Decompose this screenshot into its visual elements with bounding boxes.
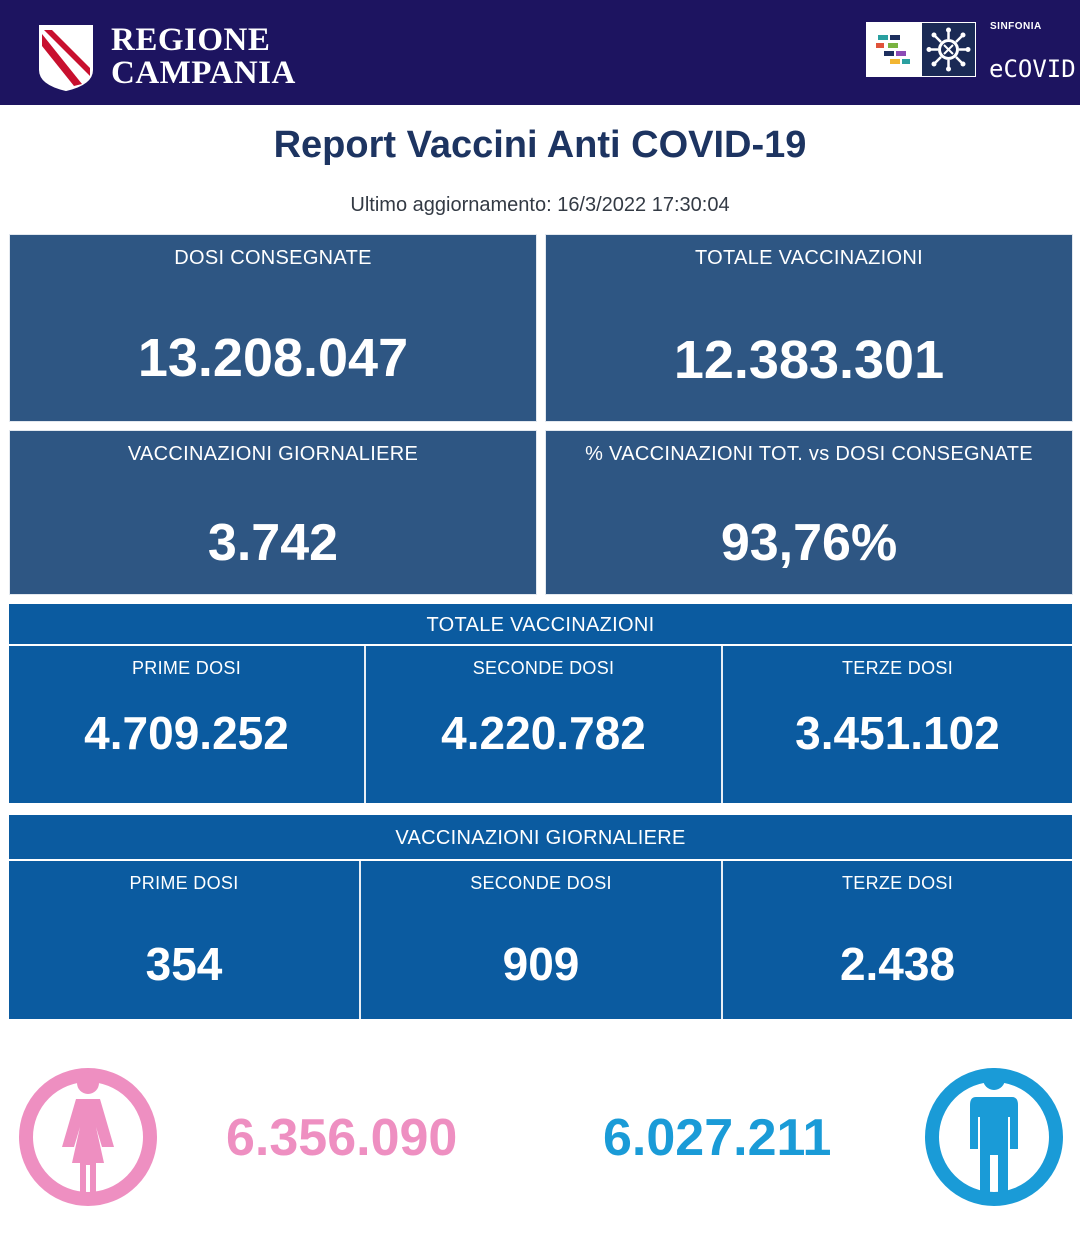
vaccinazioni-giornaliere-panel: VACCINAZIONI GIORNALIERE 3.742 (9, 430, 537, 595)
sinfonia-grid-icon (876, 35, 910, 64)
totale-section-header: TOTALE VACCINAZIONI (9, 604, 1072, 644)
giornaliere-seconde-dosi-value: 909 (502, 938, 580, 990)
virus-icon (922, 23, 975, 76)
giornaliere-terze-dosi-cell: TERZE DOSI 2.438 (723, 861, 1072, 1019)
female-person-icon (19, 1068, 157, 1206)
brand-line-2: CAMPANIA (111, 55, 296, 91)
ecovid-logo (866, 22, 976, 77)
brand-name: REGIONE CAMPANIA (111, 24, 296, 90)
totale-prime-dosi-cell: PRIME DOSI 4.709.252 (9, 646, 366, 803)
dosi-consegnate-value: 13.208.047 (137, 328, 409, 388)
male-total-value: 6.027.211 (603, 1109, 832, 1167)
giornaliere-prime-dosi-label: PRIME DOSI (129, 873, 239, 893)
totale-terze-dosi-value: 3.451.102 (795, 707, 1000, 759)
dosi-consegnate-panel: DOSI CONSEGNATE 13.208.047 (9, 234, 537, 422)
dosi-consegnate-label: DOSI CONSEGNATE (174, 247, 372, 269)
giornaliere-seconde-dosi-label: SECONDE DOSI (470, 873, 612, 893)
female-total-value: 6.356.090 (226, 1109, 458, 1167)
giornaliere-terze-dosi-value: 2.438 (839, 938, 956, 990)
totale-prime-dosi-label: PRIME DOSI (131, 658, 241, 678)
giornaliere-section-label: VACCINAZIONI GIORNALIERE (395, 827, 686, 849)
percentuale-label: % VACCINAZIONI TOT. vs DOSI CONSEGNATE (585, 443, 1033, 465)
partner-small-label: SINFONIA (990, 21, 1042, 32)
giornaliere-section-header: VACCINAZIONI GIORNALIERE (9, 815, 1072, 859)
last-updated: Ultimo aggiornamento: 16/3/2022 17:30:04 (350, 194, 730, 216)
totale-seconde-dosi-label: SECONDE DOSI (472, 658, 615, 678)
page-title: Report Vaccini Anti COVID-19 (273, 124, 807, 166)
totale-seconde-dosi-cell: SECONDE DOSI 4.220.782 (366, 646, 723, 803)
percentuale-value: 93,76% (720, 514, 898, 572)
giornaliere-prime-dosi-cell: PRIME DOSI 354 (9, 861, 361, 1019)
totale-seconde-dosi-value: 4.220.782 (441, 707, 646, 759)
totale-terze-dosi-cell: TERZE DOSI 3.451.102 (723, 646, 1072, 803)
regione-campania-logo-icon (39, 25, 93, 92)
totale-terze-dosi-label: TERZE DOSI (841, 658, 953, 678)
page-header: REGIONE CAMPANIA (0, 0, 1080, 105)
brand-line-1: REGIONE (111, 22, 271, 58)
vaccinazioni-giornaliere-value: 3.742 (207, 514, 339, 572)
percentuale-panel: % VACCINAZIONI TOT. vs DOSI CONSEGNATE 9… (545, 430, 1073, 595)
partner-name: eCOVID (989, 55, 1076, 83)
totale-vaccinazioni-panel: TOTALE VACCINAZIONI 12.383.301 (545, 234, 1073, 422)
totale-section-label: TOTALE VACCINAZIONI (426, 614, 655, 636)
vaccinazioni-giornaliere-label: VACCINAZIONI GIORNALIERE (127, 443, 419, 465)
giornaliere-seconde-dosi-cell: SECONDE DOSI 909 (361, 861, 723, 1019)
totale-vaccinazioni-value: 12.383.301 (673, 330, 945, 390)
giornaliere-terze-dosi-label: TERZE DOSI (841, 873, 953, 893)
totale-vaccinazioni-label: TOTALE VACCINAZIONI (695, 247, 923, 269)
totale-prime-dosi-value: 4.709.252 (84, 707, 289, 759)
male-person-icon (925, 1068, 1063, 1206)
giornaliere-prime-dosi-value: 354 (145, 938, 223, 990)
